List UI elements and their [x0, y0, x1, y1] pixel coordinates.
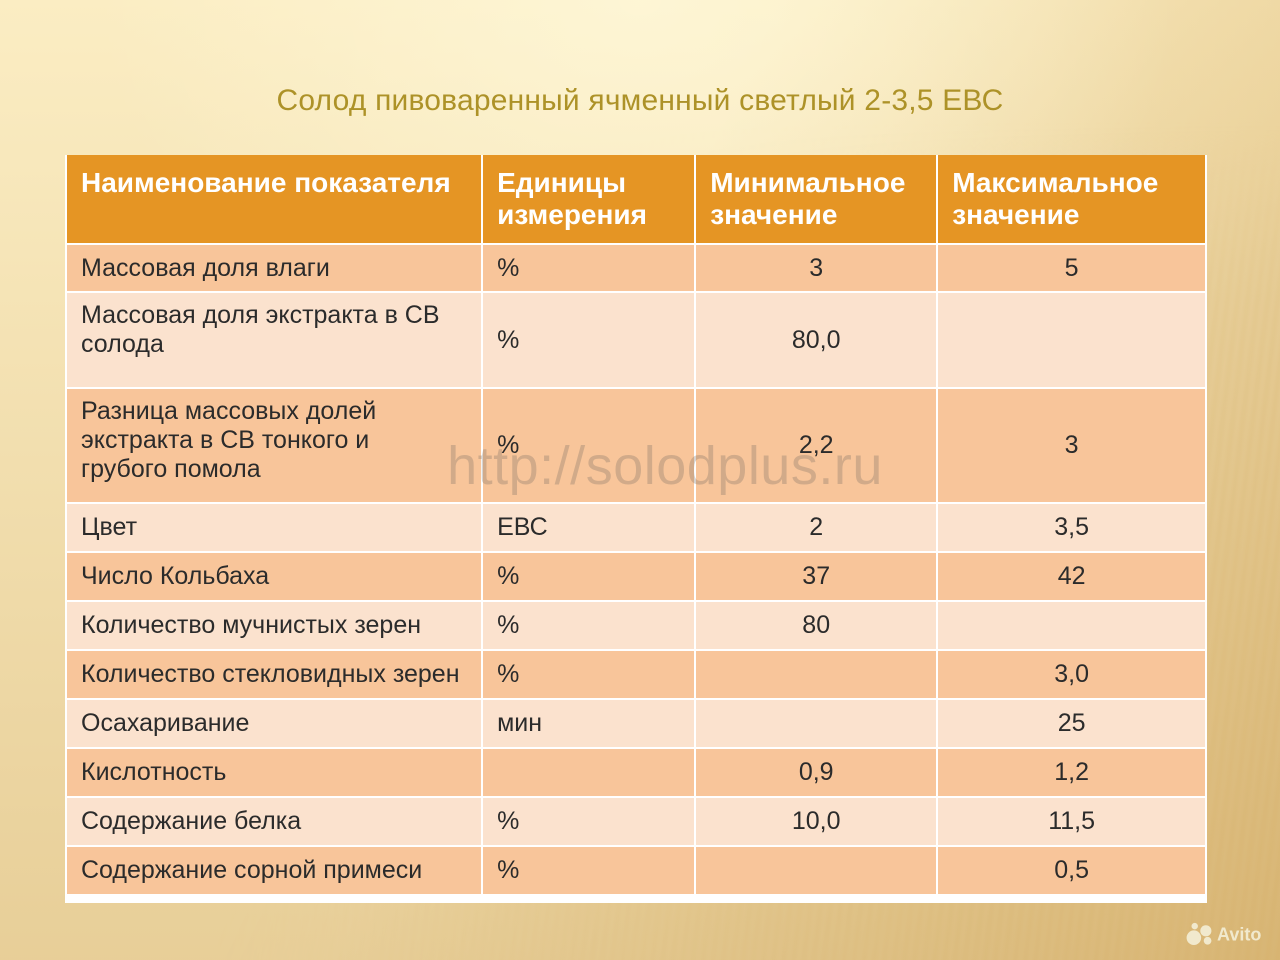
svg-text:Avito: Avito	[1217, 925, 1261, 945]
